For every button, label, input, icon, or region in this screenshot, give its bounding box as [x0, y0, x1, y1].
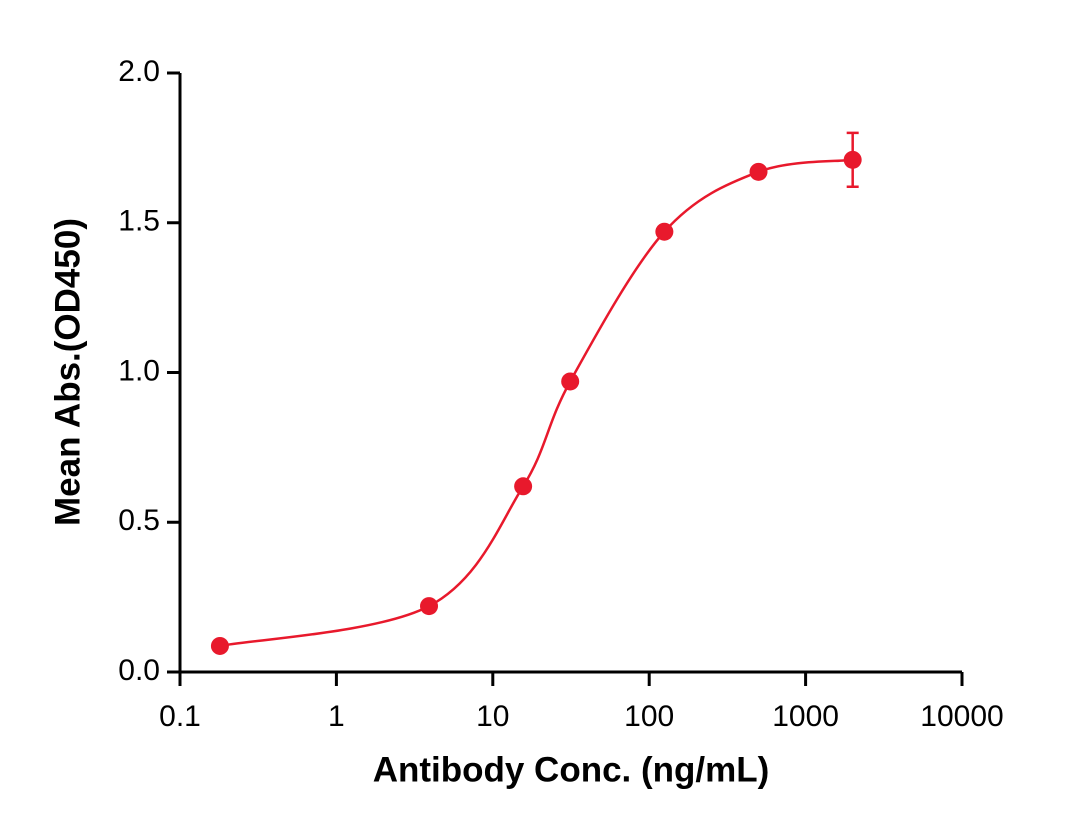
y-tick-label: 1.5: [118, 205, 160, 238]
x-axis-title: Antibody Conc. (ng/mL): [373, 750, 770, 789]
y-tick-label: 0.0: [118, 654, 160, 687]
data-point: [749, 162, 768, 181]
y-tick-label: 2.0: [118, 55, 160, 88]
y-tick-label: 0.5: [118, 504, 160, 537]
data-point: [655, 222, 674, 241]
data-point: [210, 636, 229, 655]
x-tick-label: 0.1: [159, 700, 201, 733]
data-point: [420, 597, 439, 616]
data-point: [843, 150, 862, 169]
y-tick-label: 1.0: [118, 354, 160, 387]
x-tick-label: 1: [328, 700, 345, 733]
x-tick-label: 10000: [920, 700, 1003, 733]
x-tick-label: 10: [476, 700, 509, 733]
data-point: [514, 477, 533, 496]
fit-curve: [219, 158, 853, 648]
data-point: [561, 372, 580, 391]
x-tick-label: 1000: [772, 700, 839, 733]
x-tick-label: 100: [624, 700, 674, 733]
y-axis-title: Mean Abs.(OD450): [48, 218, 87, 526]
